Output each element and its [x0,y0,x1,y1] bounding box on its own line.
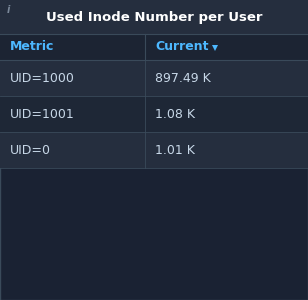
Bar [0,34,308,60]
Text: Current: Current [155,40,209,53]
Bar [0,0,308,34]
Text: 1.01 K: 1.01 K [155,143,195,157]
Text: UID=1001: UID=1001 [10,107,75,121]
Text: Metric: Metric [10,40,55,53]
Text: 1.08 K: 1.08 K [155,107,195,121]
Bar [0,60,308,96]
Text: i: i [6,4,10,14]
Text: Used Inode Number per User: Used Inode Number per User [46,11,262,23]
Bar [0,132,308,168]
Text: UID=1000: UID=1000 [10,71,75,85]
Bar [0,96,308,132]
Text: 897.49 K: 897.49 K [155,71,211,85]
Text: UID=0: UID=0 [10,143,51,157]
